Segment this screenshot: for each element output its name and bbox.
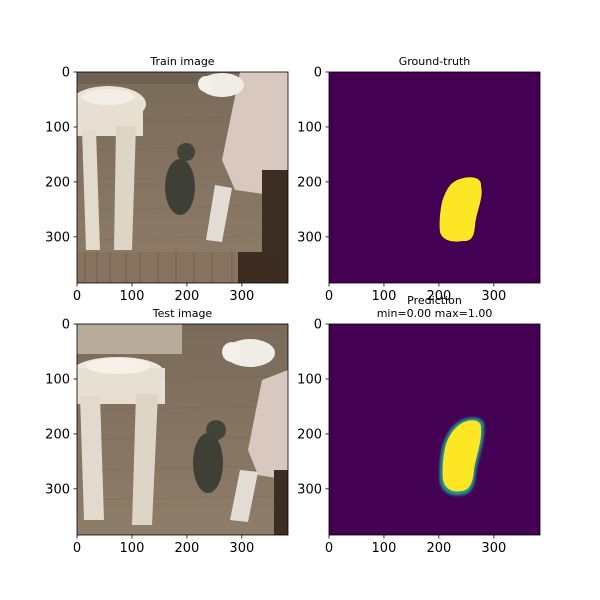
prediction-x-tick-label: 100 (372, 541, 397, 556)
test_image-frame (76, 323, 289, 536)
test_image-y-tick-label: 0 (62, 318, 70, 333)
prediction-frame (328, 323, 541, 536)
panel-prediction (329, 324, 540, 535)
test_image-x-tick-label: 200 (174, 541, 199, 556)
prediction-subtitle: min=0.00 max=1.00 (377, 307, 493, 320)
panel-train-image (77, 72, 288, 283)
train_image-y-tick-label: 200 (45, 175, 70, 190)
ground_truth-frame (328, 71, 541, 284)
train-white-cat (198, 73, 244, 97)
train_image-y-tick-label: 100 (45, 120, 70, 135)
train_image-x-tick-label: 300 (229, 289, 254, 304)
test_image-axes: 0 100 200 300 0 100 200 300 Test image (45, 307, 289, 556)
train_image-x-tick-label: 200 (174, 289, 199, 304)
test-dark-cat (193, 420, 226, 493)
test-image-photo (77, 324, 288, 535)
train_image-y-tick-label: 300 (45, 230, 70, 245)
axes-layer: 0 100 200 300 0 100 200 300 Train image 0 100 200 30… (45, 55, 541, 556)
test-table (230, 370, 288, 535)
prediction-background (329, 324, 540, 535)
ground_truth-title: Ground-truth (399, 55, 471, 68)
ground_truth-y-tick-label: 300 (297, 230, 322, 245)
ground_truth-x-tick-label: 300 (481, 289, 506, 304)
test_image-y-tick-label: 300 (45, 482, 70, 497)
ground-truth-background (329, 72, 540, 283)
ground_truth-x-tick-label: 100 (372, 289, 397, 304)
train-image-photo (77, 72, 288, 283)
train_image-x-tick-label: 0 (73, 289, 81, 304)
test_image-x-tick-label: 0 (73, 541, 81, 556)
ground_truth-y-tick-label: 200 (297, 175, 322, 190)
train_image-frame (76, 71, 289, 284)
prediction-y-tick-label: 200 (297, 427, 322, 442)
prediction-x-tick-label: 300 (481, 541, 506, 556)
train_image-y-tick-label: 0 (62, 66, 70, 81)
prediction-y-tick-label: 300 (297, 482, 322, 497)
ground_truth-axes: 0 100 200 300 0 100 200 300 Ground-truth (297, 55, 541, 304)
train_image-axes: 0 100 200 300 0 100 200 300 Train image (45, 55, 289, 304)
panel-ground-truth (329, 72, 540, 283)
train_image-title: Train image (149, 55, 214, 68)
prediction-y-tick-label: 0 (314, 318, 322, 333)
test-stool (77, 357, 165, 525)
prediction-mask (442, 420, 482, 492)
ground_truth-x-tick-label: 0 (325, 289, 333, 304)
prediction-y-tick-label: 100 (297, 372, 322, 387)
train-stool (77, 86, 146, 250)
test_image-y-tick-label: 200 (45, 427, 70, 442)
panel-test-image (77, 324, 288, 535)
prediction-x-tick-label: 200 (426, 541, 451, 556)
test_image-y-tick-label: 100 (45, 372, 70, 387)
test-white-cat (222, 339, 275, 367)
ground-truth-mask (439, 177, 482, 242)
train-dark-cat (165, 143, 195, 215)
ground_truth-y-tick-label: 0 (314, 66, 322, 81)
ground_truth-y-tick-label: 100 (297, 120, 322, 135)
ground_truth-x-tick-label: 200 (426, 289, 451, 304)
test_image-x-tick-label: 100 (120, 541, 145, 556)
test_image-title: Test image (152, 307, 213, 320)
test_image-x-tick-label: 300 (229, 541, 254, 556)
prediction-x-tick-label: 0 (325, 541, 333, 556)
prediction-title: Prediction (407, 294, 462, 307)
train_image-x-tick-label: 100 (120, 289, 145, 304)
